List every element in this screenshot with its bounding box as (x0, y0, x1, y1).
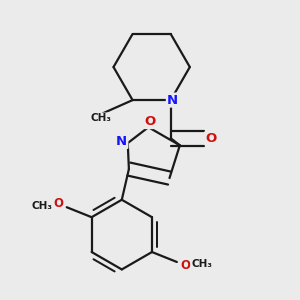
Text: O: O (145, 115, 156, 128)
Text: O: O (53, 197, 63, 210)
Text: O: O (180, 259, 190, 272)
Text: CH₃: CH₃ (91, 113, 112, 123)
Text: N: N (116, 135, 127, 148)
Text: O: O (206, 132, 217, 145)
Text: CH₃: CH₃ (32, 201, 52, 211)
Text: N: N (167, 94, 178, 106)
Text: CH₃: CH₃ (191, 259, 212, 269)
